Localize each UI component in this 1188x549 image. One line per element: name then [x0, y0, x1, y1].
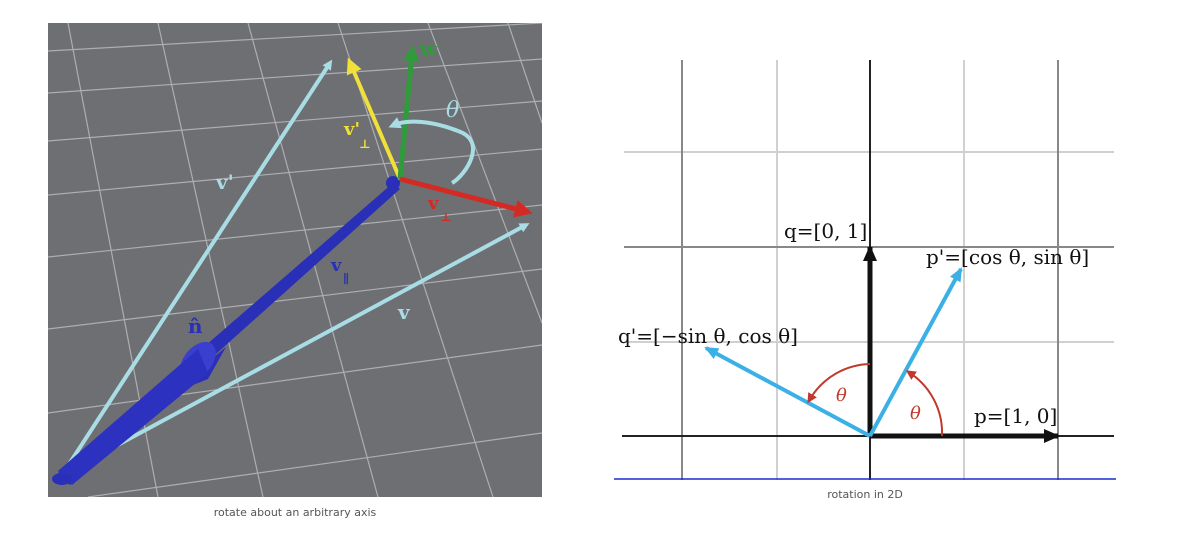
arbitrary-axis-rotation-diagram: w θ v' ⊥ v ⊥ v' v ∥ n̂ v [48, 23, 542, 497]
theta-label: θ [446, 98, 459, 123]
right-figure-caption: rotation in 2D [827, 488, 903, 501]
2d-rotation-diagram: θ θ q=[0, 1] p'=[cos θ, sin θ] q'=[−sin … [614, 60, 1116, 480]
p-prime-vector [868, 267, 963, 437]
angle-arc-p [905, 370, 944, 437]
p-prime-label: p'=[cos θ, sin θ] [926, 245, 1089, 269]
q-label: q=[0, 1] [784, 219, 867, 243]
n-hat-label: n̂ [188, 314, 203, 338]
v-prime-label: v' [215, 170, 234, 194]
v-prime-perp-label: v' [343, 119, 360, 140]
v-prime-perp-sub: ⊥ [359, 137, 371, 151]
theta-arc-arrow [388, 117, 459, 133]
v-vector [61, 223, 530, 477]
n-hat-shaft [58, 349, 208, 485]
theta-label-q: θ [836, 385, 847, 406]
p-label: p=[1, 0] [974, 404, 1057, 428]
v-parallel-tip [386, 176, 400, 190]
axis-origin-base [52, 473, 72, 485]
angle-arc-q [807, 363, 871, 404]
w-label: w [419, 37, 438, 61]
w-vector [397, 45, 420, 180]
v-prime-vector [60, 59, 333, 477]
v-label: v [397, 300, 411, 324]
q-prime-label: q'=[−sin θ, cos θ] [618, 324, 798, 348]
theta-label-p: θ [910, 403, 921, 424]
v-parallel-sub: ∥ [343, 272, 349, 286]
v-perp-sub: ⊥ [440, 210, 452, 224]
v-perp-vector [399, 176, 533, 218]
v-parallel-label: v [330, 255, 342, 276]
left-figure-caption: rotate about an arbitrary axis [213, 506, 377, 519]
theta-arc [450, 129, 475, 185]
q-prime-vector [704, 346, 871, 438]
v-perp-label: v [427, 193, 439, 214]
v-prime-perp-vector [346, 57, 402, 180]
